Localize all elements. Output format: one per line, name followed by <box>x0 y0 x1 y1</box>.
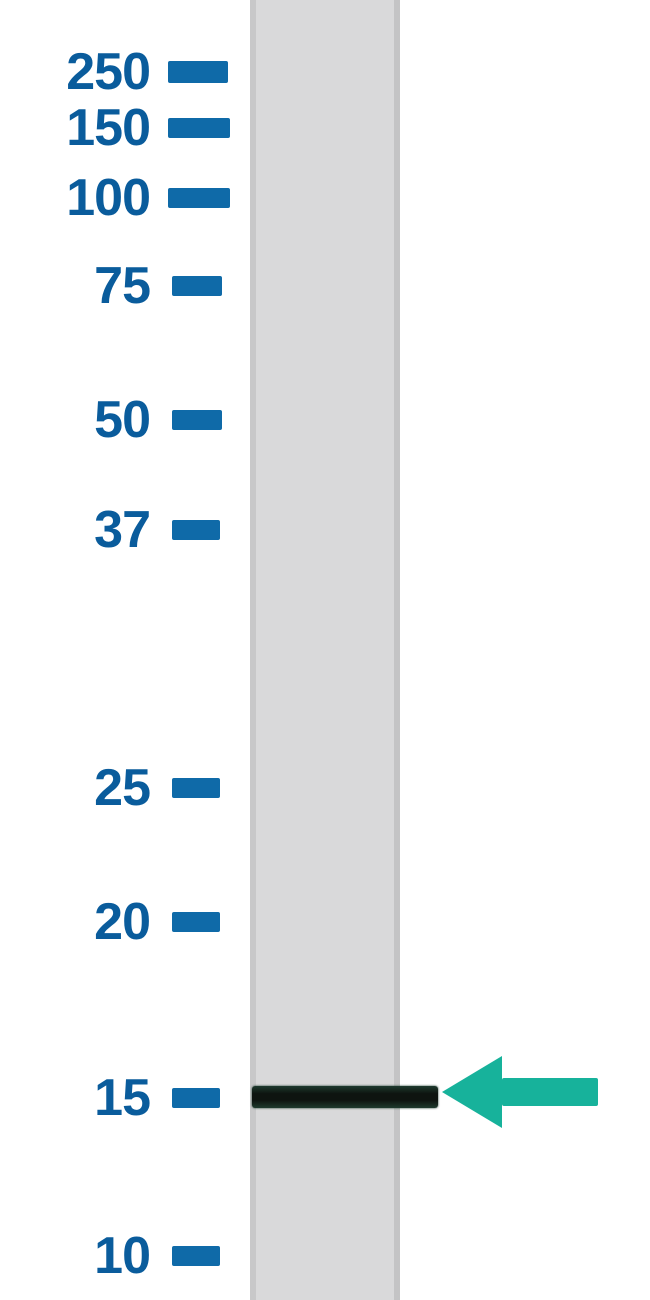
ladder-marker-label: 75 <box>20 260 150 312</box>
ladder-marker-label: 100 <box>20 172 150 224</box>
ladder-tick <box>172 1246 220 1266</box>
arrow-head-icon <box>442 1056 502 1128</box>
ladder-marker: 250 <box>20 46 228 98</box>
ladder-marker-label: 25 <box>20 762 150 814</box>
ladder-marker-label: 10 <box>20 1230 150 1282</box>
ladder-marker: 15 <box>20 1072 220 1124</box>
ladder-tick <box>172 276 222 296</box>
ladder-tick <box>172 1088 220 1108</box>
ladder-marker-label: 250 <box>20 46 150 98</box>
ladder-marker-label: 150 <box>20 102 150 154</box>
ladder-tick <box>168 188 230 208</box>
ladder-tick <box>168 118 230 138</box>
ladder-marker: 100 <box>20 172 230 224</box>
ladder-marker: 37 <box>20 504 220 556</box>
ladder-tick <box>168 61 228 83</box>
ladder-marker: 150 <box>20 102 230 154</box>
ladder-marker-label: 15 <box>20 1072 150 1124</box>
ladder-tick <box>172 410 222 430</box>
ladder-marker-label: 50 <box>20 394 150 446</box>
protein-band <box>252 1086 438 1108</box>
ladder-tick <box>172 778 220 798</box>
ladder-marker: 10 <box>20 1230 220 1282</box>
ladder-marker-label: 37 <box>20 504 150 556</box>
ladder-marker: 75 <box>20 260 222 312</box>
ladder-marker: 50 <box>20 394 222 446</box>
ladder-marker: 20 <box>20 896 220 948</box>
arrow-shaft <box>502 1078 598 1106</box>
ladder-tick <box>172 912 220 932</box>
ladder-marker: 25 <box>20 762 220 814</box>
ladder-marker-label: 20 <box>20 896 150 948</box>
band-indicator-arrow <box>442 1056 598 1128</box>
ladder-tick <box>172 520 220 540</box>
